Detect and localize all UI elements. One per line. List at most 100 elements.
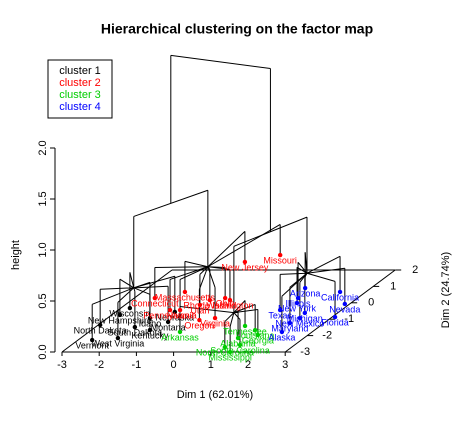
tree-branch bbox=[207, 266, 231, 270]
point-label: California bbox=[321, 292, 359, 302]
point bbox=[115, 335, 121, 341]
point bbox=[212, 315, 218, 321]
point bbox=[117, 312, 123, 318]
point bbox=[302, 310, 308, 316]
point bbox=[332, 314, 338, 320]
tree-branch bbox=[184, 260, 208, 268]
point bbox=[182, 289, 188, 295]
point-label: Tennessee bbox=[223, 326, 267, 336]
tree-branch bbox=[129, 272, 135, 288]
tree-branch bbox=[233, 304, 256, 314]
point-label: Vermont bbox=[75, 340, 109, 350]
y-tick-label: 0 bbox=[368, 297, 374, 309]
point-label: Idaho bbox=[139, 318, 162, 328]
x-tick-label: 0 bbox=[171, 359, 177, 371]
point bbox=[277, 307, 283, 313]
floor-edge bbox=[284, 269, 396, 353]
x-tick-label: -2 bbox=[94, 359, 104, 371]
point bbox=[242, 259, 248, 265]
point bbox=[97, 322, 103, 328]
tree-branch bbox=[154, 266, 208, 268]
point bbox=[237, 342, 243, 348]
point-label: Florida bbox=[321, 317, 349, 327]
point-label: Texas bbox=[268, 310, 292, 320]
z-tick-label: 2.0 bbox=[37, 140, 49, 155]
point-label: Mississippi bbox=[208, 352, 252, 362]
tree-branch bbox=[92, 287, 134, 305]
point-label: New Jersey bbox=[221, 262, 269, 272]
z-axis-label: height bbox=[10, 240, 22, 270]
point-label: Alaska bbox=[268, 332, 295, 342]
point-label: Washington bbox=[206, 300, 253, 310]
point-label: Nevada bbox=[329, 304, 360, 314]
x-tick-label: 3 bbox=[282, 359, 288, 371]
point-label: Michigan bbox=[287, 313, 323, 323]
point-label: South Dakota bbox=[108, 327, 163, 337]
point bbox=[295, 295, 301, 301]
point bbox=[165, 319, 171, 325]
point bbox=[197, 317, 202, 323]
point-label: Connecticut bbox=[131, 298, 179, 308]
legend-box bbox=[47, 59, 113, 119]
tree-branch bbox=[179, 266, 209, 280]
y-tick-label: 1 bbox=[390, 280, 396, 292]
point-label: North Carolina bbox=[196, 347, 254, 357]
legend-entry: cluster 2 bbox=[59, 77, 101, 89]
point bbox=[89, 337, 95, 343]
tree-branch bbox=[281, 272, 308, 297]
point-label: Arkansas bbox=[161, 332, 199, 342]
z-tick-label: 1.0 bbox=[37, 242, 49, 257]
point bbox=[222, 295, 228, 301]
y-tick-label: -3 bbox=[300, 346, 310, 358]
tree-branch bbox=[133, 287, 151, 295]
tree-branch bbox=[233, 300, 246, 313]
point bbox=[255, 332, 261, 338]
point bbox=[127, 305, 133, 311]
point-label: Missouri bbox=[263, 255, 297, 265]
point bbox=[287, 320, 293, 326]
z-tick-label: 1.5 bbox=[37, 191, 49, 206]
tree-branch bbox=[100, 287, 134, 290]
point bbox=[302, 285, 308, 291]
point-label: Maryland bbox=[271, 323, 308, 333]
point-label: Arizona bbox=[290, 288, 321, 298]
tree-branch bbox=[117, 287, 135, 303]
tree-branch bbox=[280, 272, 308, 275]
point bbox=[222, 344, 228, 350]
point-label: Ohio bbox=[216, 298, 235, 308]
y-axis-label: Dim 2 (24.74%) bbox=[440, 252, 452, 328]
point-label: Nebraska bbox=[156, 312, 195, 322]
point bbox=[152, 295, 158, 301]
tree-branch bbox=[119, 278, 135, 289]
tree-branch bbox=[224, 312, 235, 322]
tree-branch bbox=[199, 266, 209, 275]
point bbox=[297, 315, 303, 321]
point-label: Oregon bbox=[184, 320, 214, 330]
point bbox=[147, 327, 153, 333]
tree-branch bbox=[233, 312, 241, 320]
tree-branch bbox=[229, 312, 235, 327]
point bbox=[252, 327, 258, 333]
y-tick-label: -1 bbox=[344, 313, 354, 325]
y-tick-label: 2 bbox=[412, 264, 418, 276]
point-label: Massachusetts bbox=[155, 292, 216, 302]
point-label: New Mexico bbox=[275, 318, 324, 328]
x-tick-label: 1 bbox=[208, 359, 214, 371]
point-label: Hawaii bbox=[167, 310, 194, 320]
y-tick-label: -2 bbox=[322, 330, 332, 342]
point bbox=[279, 329, 285, 335]
tree-branch bbox=[207, 231, 246, 268]
point bbox=[177, 329, 183, 335]
point bbox=[342, 301, 348, 307]
x-axis-label: Dim 1 (62.01%) bbox=[177, 389, 253, 401]
point-label: New York bbox=[278, 303, 317, 313]
point-label: North Dakota bbox=[74, 325, 127, 335]
tree-branch bbox=[306, 272, 336, 282]
tree-branch bbox=[133, 275, 175, 289]
point-label: Illinois bbox=[286, 298, 312, 308]
point-label: Utah bbox=[190, 305, 209, 315]
point-label: South Carolina bbox=[210, 345, 270, 355]
point-label: Rhode Island bbox=[183, 300, 236, 310]
x-tick-label: -1 bbox=[132, 359, 142, 371]
